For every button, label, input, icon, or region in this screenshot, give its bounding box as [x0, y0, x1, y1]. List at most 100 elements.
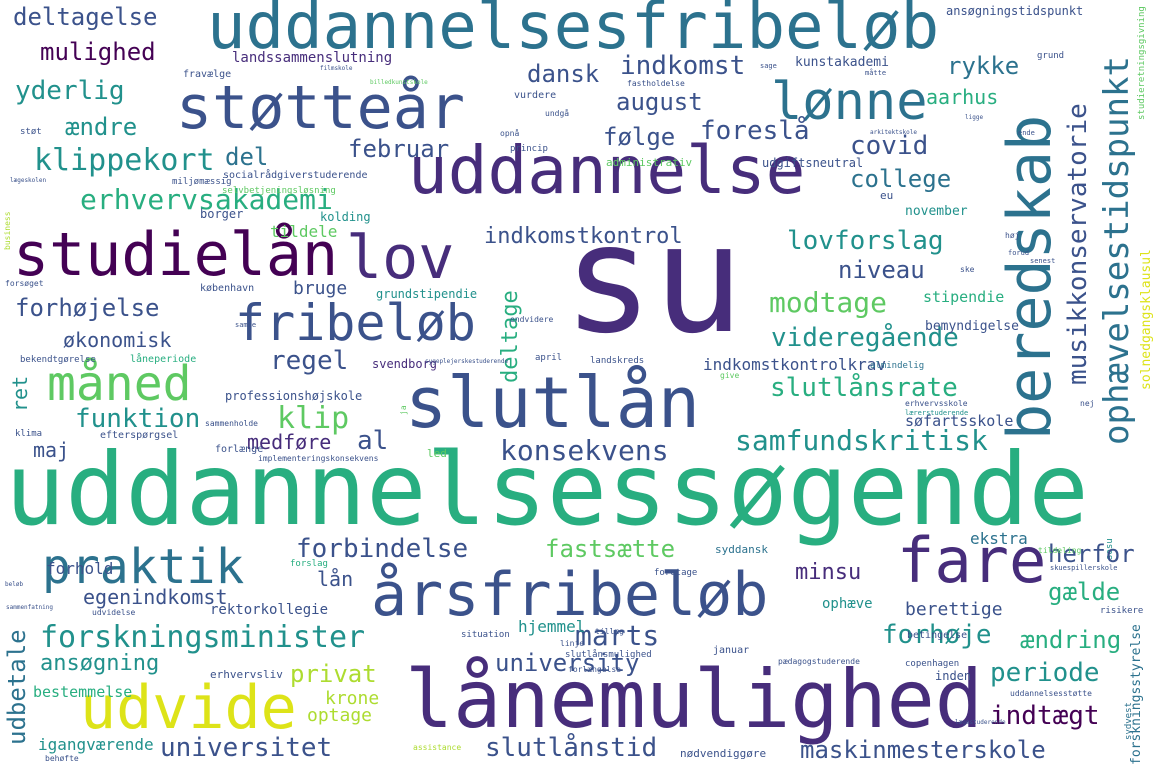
word-slutlanstid: slutlånstid	[485, 733, 658, 763]
word-landssammenslutning: landssammenslutning	[232, 50, 393, 66]
word-arkitektskole: arkitektskole	[870, 129, 917, 136]
word-pedagogstuderende: pædagogstuderende	[778, 657, 860, 666]
word-samfundskritisk: samfundskritisk	[735, 424, 988, 457]
word-herfor: herfor	[1048, 540, 1135, 568]
word-stipendie: stipendie	[923, 288, 1005, 306]
word-dansk: dansk	[527, 60, 600, 88]
word-su: su	[563, 193, 744, 367]
word-behofte: behøfte	[45, 754, 79, 763]
word-stottear: støtteår	[176, 73, 465, 143]
word-solnedgangsklausul: solnedgangsklausul	[1139, 249, 1154, 390]
word-sofartsskole: søfartsskole	[905, 412, 1014, 430]
word-niveau: niveau	[838, 256, 925, 284]
word-belob: beløb	[5, 581, 24, 588]
word-februar: februar	[348, 135, 450, 163]
word-medfore: medføre	[247, 430, 332, 454]
word-lanperiode: låneperiode	[130, 354, 197, 365]
word-landskreds: landskreds	[590, 356, 645, 366]
word-university: university	[495, 649, 640, 677]
word-nej: nej	[1080, 399, 1095, 408]
word-covid: covid	[850, 131, 929, 161]
word-tildeling: tildeling	[1038, 546, 1082, 555]
word-lovforslag: lovforslag	[787, 226, 944, 256]
word-situation: situation	[461, 630, 510, 640]
word-socialradgiverstuderende: socialrådgiverstuderende	[223, 170, 368, 181]
word-kolding: kolding	[320, 210, 371, 224]
word-endvidere: endvidere	[510, 315, 554, 324]
word-matte: måtte	[865, 69, 887, 77]
word-marts: marts	[575, 619, 660, 652]
word-forud: forud	[1008, 249, 1030, 257]
word-udbetale: udbetale	[3, 629, 31, 745]
word-forslag: forslag	[290, 559, 328, 569]
word-optage: optage	[307, 705, 373, 726]
word-aarhus: aarhus	[926, 85, 999, 109]
word-erhvervsskole: erhvervsskole	[905, 399, 968, 408]
word-sammenfatning: sammenfatning	[6, 604, 53, 611]
word-erhvervsakademi: erhvervsakademi	[80, 183, 333, 216]
word-kunstakademi: kunstakademi	[795, 55, 889, 70]
word-uddannelsesstotte: uddannelsesstøtte	[1010, 689, 1092, 698]
word-rykke: rykke	[947, 52, 1020, 80]
word-fribelob: fribeløb	[235, 294, 476, 352]
word-periode: periode	[990, 658, 1100, 688]
word-fastholdelse: fastholdelse	[627, 79, 685, 88]
word-aendring: ændring	[1020, 626, 1122, 654]
word-ansogning: ansøgning	[40, 651, 160, 676]
word-universitet: universitet	[160, 733, 333, 763]
word-konsekvens: konsekvens	[500, 434, 669, 467]
word-funktion: funktion	[75, 404, 201, 434]
word-klima: klima	[15, 429, 43, 439]
word-minsu: minsu	[795, 560, 862, 585]
word-professionshojskole: professionshøjskole	[225, 389, 363, 403]
word-udvide: udvide	[80, 673, 297, 743]
word-august: august	[616, 88, 703, 116]
word-kobenhavn: københavn	[200, 283, 255, 294]
word-syddansk: syddansk	[715, 543, 768, 556]
word-fastsaette: fastsætte	[545, 535, 676, 563]
word-forlaenge: forlænge	[215, 444, 264, 455]
word-bekendtgorelse: bekendtgørelse	[20, 355, 96, 365]
word-forlaengelse: forlængelse	[568, 665, 621, 674]
word-bestemmelse: bestemmelse	[33, 683, 133, 701]
word-privat: privat	[290, 660, 377, 688]
word-egenindkomst: egenindkomst	[83, 585, 228, 609]
word-grund: grund	[1037, 51, 1065, 61]
word-yderlig: yderlig	[15, 76, 125, 106]
word-erhvervsliv: erhvervsliv	[210, 668, 283, 681]
word-forskningsminister: forskningsminister	[40, 620, 366, 655]
word-lan: lån	[317, 567, 354, 591]
word-udgiftsneutral: udgiftsneutral	[762, 156, 864, 170]
word-administrativ: administrativ	[606, 156, 693, 169]
word-sydvest: sydvest	[1124, 702, 1134, 740]
word-filmskole: filmskole	[320, 65, 353, 72]
word-skuespillerskole: skuespillerskole	[1050, 564, 1118, 572]
word-borger: borger	[200, 207, 244, 221]
word-praktik: praktik	[42, 539, 245, 595]
word-fravaelge: fravælge	[183, 69, 232, 80]
word-indkomst: indkomst	[620, 51, 746, 81]
word-grundstipendie: grundstipendie	[376, 287, 478, 301]
word-slutlan: slutlån	[405, 362, 701, 444]
word-inden: inden	[935, 669, 972, 683]
word-studielan: studielån	[13, 220, 339, 290]
word-almindelig: almindelig	[870, 361, 925, 371]
word-berettige: berettige	[905, 599, 1003, 620]
word-tildele: tildele	[270, 222, 338, 241]
word-samle: samle	[235, 321, 257, 329]
word-videregaende: videregående	[771, 323, 959, 353]
word-ansogningstidspunkt: ansøgningstidspunkt	[946, 4, 1084, 18]
word-musikkonservatorie: musikkonservatorie	[1063, 103, 1093, 385]
word-princip: princip	[510, 144, 548, 154]
word-implementeringskonsekvens: implementeringskonsekvens	[258, 454, 379, 463]
word-betingelse: betingelse	[907, 630, 968, 641]
word-assistance: assistance	[413, 743, 462, 752]
word-stot: støt	[20, 127, 42, 137]
word-beredskab: beredskab	[995, 114, 1065, 440]
word-indkomstkontrolkrav: indkomstkontrolkrav	[703, 355, 887, 374]
word-april: april	[535, 353, 563, 363]
word-uddannelsessogende: uddannelsessøgende	[5, 431, 1089, 548]
word-ekstra: ekstra	[970, 529, 1028, 548]
word-slutlansmulighed: slutlånsmulighed	[565, 650, 652, 660]
